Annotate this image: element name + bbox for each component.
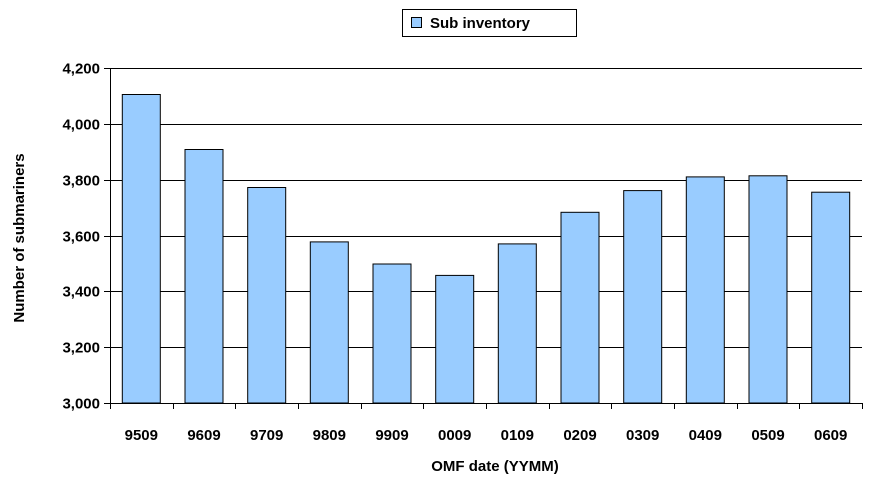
legend-label: Sub inventory	[430, 15, 531, 32]
bars	[121, 94, 851, 404]
y-tick-label: 3,400	[62, 284, 100, 301]
y-tick-label: 4,000	[62, 117, 100, 134]
x-tick-label: 0609	[814, 427, 847, 444]
x-tick-label: 9909	[375, 427, 408, 444]
bar-9709	[247, 187, 287, 404]
axes	[104, 68, 863, 409]
bar-9609	[184, 149, 224, 404]
x-tick-label: 9709	[250, 427, 283, 444]
y-tick-label: 3,200	[62, 340, 100, 357]
bar-0509	[748, 175, 788, 404]
y-tick-label: 3,800	[62, 173, 100, 190]
x-tick-label: 0509	[751, 427, 784, 444]
bar-0209	[560, 211, 600, 404]
x-tick-label: 9809	[313, 427, 346, 444]
x-tick-label: 9609	[187, 427, 220, 444]
y-tick-label: 3,600	[62, 229, 100, 246]
bar-0609	[811, 191, 851, 404]
bar-0109	[497, 243, 537, 404]
y-tick-label: 3,000	[62, 396, 100, 413]
bar-0009	[435, 274, 475, 404]
y-tick-labels: 3,000 3,200 3,400 3,600 3,800 4,000 4,200	[62, 61, 100, 413]
x-tick-label: 0309	[626, 427, 659, 444]
x-tick-labels: 9509 9609 9709 9809 9909 0009 0109 0209 0309 0409…	[125, 427, 848, 444]
y-axis-title: Number of submariners	[11, 153, 28, 322]
y-tick-label: 4,200	[62, 61, 100, 78]
x-tick-label: 0109	[501, 427, 534, 444]
legend-swatch	[411, 17, 422, 28]
bar-9909	[372, 263, 412, 404]
legend: Sub inventory	[402, 9, 577, 37]
bar-0409	[685, 176, 725, 404]
bar-9809	[309, 241, 349, 404]
x-tick-label: 9509	[125, 427, 158, 444]
legend-box	[402, 9, 577, 37]
x-tick-label: 0209	[563, 427, 596, 444]
x-tick-label: 0409	[689, 427, 722, 444]
bar-0309	[623, 190, 663, 404]
x-tick-label: 0009	[438, 427, 471, 444]
x-axis-title: OMF date (YYMM)	[431, 458, 559, 475]
bar-9509	[121, 94, 161, 404]
